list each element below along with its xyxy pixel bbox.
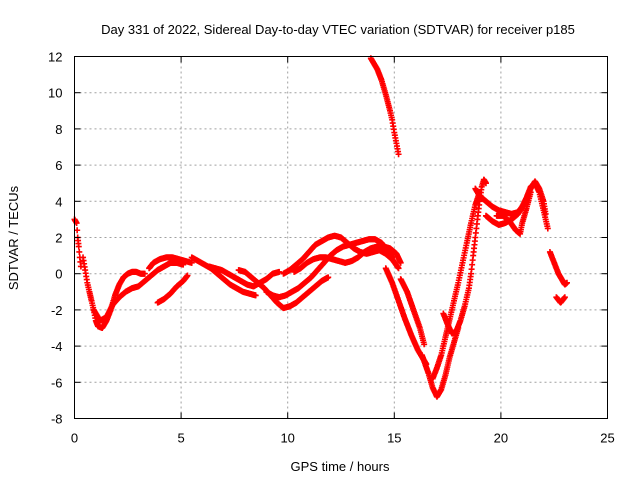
data-point [252,292,259,299]
data-point [527,189,534,196]
data-point [74,227,81,234]
x-tick-label: 15 [387,431,401,446]
data-point [542,210,549,217]
y-tick-label: -6 [51,375,63,390]
data-point [75,243,82,250]
y-tick-label: 2 [55,231,62,246]
x-tick-label: 5 [177,431,184,446]
x-tick-label: 20 [494,431,508,446]
data-point [184,272,191,279]
data-points [71,55,570,400]
data-point [421,341,428,348]
data-point [544,225,551,232]
data-point [325,274,332,281]
x-tick-label: 10 [280,431,294,446]
x-axis-label: GPS time / hours [291,459,390,474]
axis-ticks [74,56,608,419]
y-tick-label: -8 [51,412,63,427]
data-point [482,180,489,187]
data-point [141,270,148,277]
y-tick-label: -4 [51,339,63,354]
data-point [76,248,83,255]
y-tick-label: 6 [55,158,62,173]
data-point [397,259,404,266]
y-tick-label: 8 [55,122,62,137]
chart-title: Day 331 of 2022, Sidereal Day-to-day VTE… [101,22,575,37]
data-point [563,279,570,286]
data-point [276,268,283,275]
x-tick-label: 25 [600,431,614,446]
y-tick-labels: -8 -6 -4 -2 0 2 4 6 8 10 12 [48,50,62,427]
y-tick-label: 0 [55,267,62,282]
data-point [188,259,195,266]
y-tick-label: 12 [48,50,62,65]
x-tick-label: 0 [71,431,78,446]
data-point [395,151,402,158]
x-tick-labels: 0 5 10 15 20 25 [71,431,615,446]
y-tick-label: 10 [48,86,62,101]
y-axis-label: SDTVAR / TECUs [6,185,21,290]
data-point [561,294,568,301]
y-tick-label: 4 [55,194,62,209]
data-point [395,265,402,272]
y-tick-label: -2 [51,303,63,318]
